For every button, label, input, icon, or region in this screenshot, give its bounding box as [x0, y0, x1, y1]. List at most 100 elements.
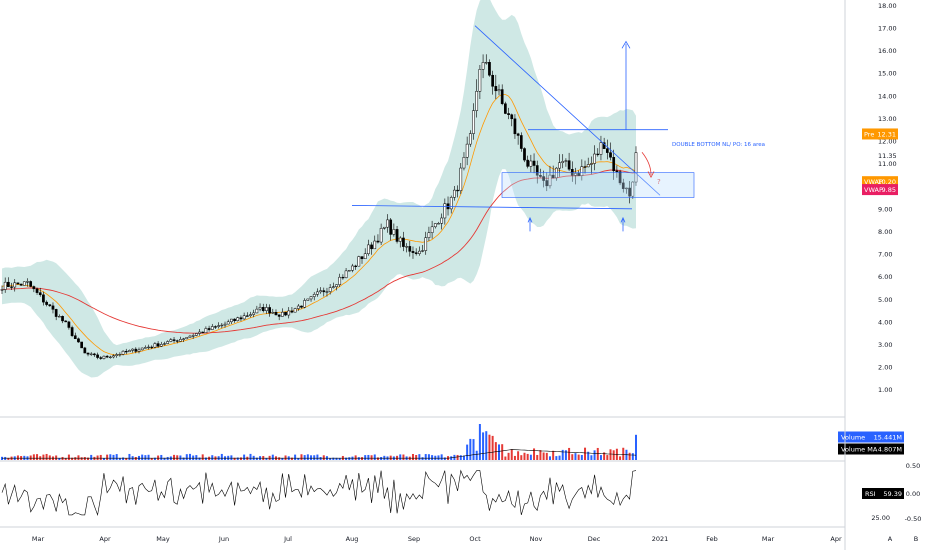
candle-body	[456, 189, 459, 192]
volume-bar	[160, 454, 163, 460]
candle-body	[414, 252, 418, 254]
candle-body	[370, 244, 373, 250]
volume-bar	[606, 455, 609, 460]
volume-bar	[411, 453, 414, 460]
price-tick-label: 5.00	[878, 296, 892, 304]
volume-bar	[357, 457, 360, 460]
volume-bar	[482, 432, 485, 460]
candle-body	[558, 162, 561, 169]
candle-body	[465, 143, 469, 158]
volume-bar	[106, 454, 109, 460]
candle-body	[191, 335, 195, 337]
volume-bar	[475, 450, 478, 460]
month-tick-label: Mar	[32, 535, 45, 543]
candle-body	[545, 180, 549, 187]
price-tick-label: 17.00	[878, 24, 897, 32]
volume-bar	[596, 447, 599, 460]
candle-body	[188, 335, 192, 338]
candle-body	[373, 240, 377, 250]
volume-bar	[96, 455, 99, 460]
volume-bar	[128, 453, 131, 460]
projection-arrowhead	[621, 40, 631, 49]
candle-body	[131, 348, 134, 351]
volume-label-name: Volume MA	[841, 446, 878, 454]
volume-bar	[494, 442, 497, 460]
candle-body	[484, 62, 488, 64]
candle-body	[382, 226, 386, 229]
rsi-label-value: 59.39	[883, 490, 902, 498]
volume-bar	[233, 457, 236, 460]
price-tick-label: 15.00	[878, 70, 897, 78]
candle-body	[605, 148, 609, 153]
volume-bar	[364, 455, 367, 460]
volume-bar	[147, 454, 150, 460]
price-label-name: VWAP	[864, 186, 883, 194]
candle-body	[405, 246, 408, 248]
candle-body	[96, 354, 99, 358]
volume-bar	[501, 444, 504, 460]
volume-bar	[176, 455, 179, 460]
rsi-pane: 0.50 0.00 -0.50 25.00 RSI 59.39	[1, 462, 922, 523]
month-tick-label: Apr	[99, 535, 111, 543]
volume-bar	[284, 455, 287, 460]
candle-body	[363, 253, 367, 260]
candle-body	[233, 318, 236, 321]
candle-body	[523, 148, 526, 161]
volume-bar	[313, 455, 316, 460]
volume-bar	[271, 454, 274, 460]
candle-body	[319, 290, 322, 293]
month-tick-label: May	[156, 535, 170, 543]
candle-body	[249, 314, 252, 317]
volume-bar	[239, 457, 242, 460]
volume-label-name: Volume	[841, 434, 865, 442]
volume-bar	[609, 449, 612, 460]
volume-bar	[488, 434, 491, 460]
volume-bar	[192, 455, 195, 460]
month-tick-label: Feb	[706, 535, 718, 543]
candle-body	[500, 89, 504, 104]
candle-body	[631, 181, 635, 197]
volume-bar	[157, 455, 160, 460]
candle-body	[175, 340, 179, 342]
volume-bar	[74, 457, 77, 460]
volume-bar	[593, 450, 596, 460]
candle-body	[532, 160, 536, 166]
volume-bar	[450, 456, 453, 460]
price-label-name: VWAP	[864, 178, 883, 186]
candle-body	[427, 232, 431, 238]
volume-bar	[431, 455, 434, 460]
candle-body	[510, 114, 514, 120]
candle-body	[159, 344, 163, 347]
volume-bar	[249, 453, 252, 460]
volume-bar	[529, 454, 532, 460]
rsi-tick-label: -0.50	[905, 515, 922, 523]
volume-bar	[421, 457, 424, 460]
candle-body	[163, 343, 166, 345]
volume-bar	[437, 455, 440, 460]
volume-label-value: 15.441M	[874, 434, 902, 442]
candle-body	[459, 167, 463, 191]
candle-body	[602, 142, 606, 149]
candle-body	[386, 219, 389, 228]
red-arrowhead	[647, 171, 655, 179]
candle-body	[347, 270, 351, 272]
candle-body	[408, 246, 412, 252]
candle-body	[156, 343, 160, 347]
price-tick-label: 18.00	[878, 2, 897, 10]
candle-body	[609, 152, 612, 158]
candle-body	[236, 317, 240, 321]
price-tick-label: 1.00	[878, 386, 892, 394]
candle-body	[290, 310, 294, 313]
candle-body	[618, 171, 622, 184]
volume-bar	[99, 454, 102, 460]
volume-bar	[7, 457, 10, 460]
volume-ma-line	[2, 449, 637, 459]
volume-bar	[220, 453, 223, 460]
candles	[0, 54, 638, 360]
candle-body	[548, 174, 552, 187]
price-tick-label: 11.00	[878, 160, 897, 168]
volume-bar	[485, 431, 488, 460]
volume-bar	[568, 447, 571, 460]
volume-bar	[265, 458, 268, 460]
